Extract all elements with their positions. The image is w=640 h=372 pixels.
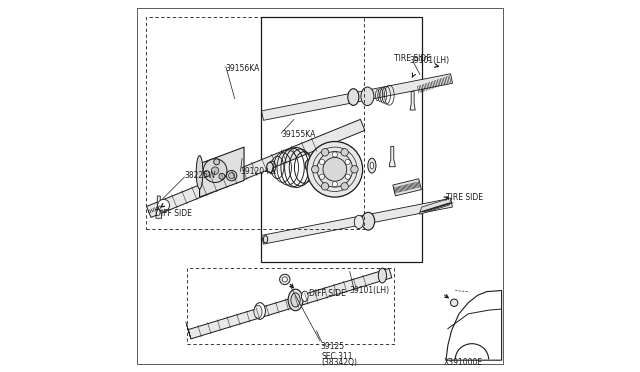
Polygon shape <box>262 198 452 244</box>
Circle shape <box>323 157 347 181</box>
Text: 38225W: 38225W <box>184 171 216 180</box>
Ellipse shape <box>288 289 303 311</box>
Circle shape <box>317 151 353 187</box>
Ellipse shape <box>370 162 374 169</box>
Text: DIFF SIDE: DIFF SIDE <box>309 289 346 298</box>
Circle shape <box>321 183 329 190</box>
Text: 39101(LH): 39101(LH) <box>409 56 449 65</box>
Circle shape <box>282 277 287 282</box>
Polygon shape <box>419 198 451 214</box>
Ellipse shape <box>355 215 364 229</box>
Circle shape <box>211 167 219 174</box>
Circle shape <box>280 274 290 285</box>
Circle shape <box>312 166 319 173</box>
Circle shape <box>332 182 337 187</box>
Circle shape <box>228 173 234 179</box>
Polygon shape <box>200 147 244 197</box>
Ellipse shape <box>254 303 266 319</box>
Polygon shape <box>389 146 396 167</box>
Text: TIRE SIDE: TIRE SIDE <box>446 193 483 202</box>
Circle shape <box>321 148 329 156</box>
Ellipse shape <box>301 291 308 301</box>
Ellipse shape <box>361 87 374 106</box>
Ellipse shape <box>254 305 262 318</box>
Text: SEC.311: SEC.311 <box>321 352 353 361</box>
Circle shape <box>157 199 170 211</box>
Text: TIRE SIDE: TIRE SIDE <box>394 54 431 63</box>
Circle shape <box>451 299 458 307</box>
Text: 39156KA: 39156KA <box>225 64 260 73</box>
Circle shape <box>332 152 337 157</box>
Polygon shape <box>410 92 415 110</box>
Circle shape <box>341 148 348 156</box>
Text: 39101(LH): 39101(LH) <box>349 286 390 295</box>
Ellipse shape <box>263 235 268 243</box>
Ellipse shape <box>196 155 203 189</box>
Circle shape <box>351 166 358 173</box>
Circle shape <box>219 173 225 179</box>
Ellipse shape <box>362 212 374 230</box>
Circle shape <box>345 174 350 179</box>
Ellipse shape <box>348 89 359 105</box>
Text: X391000E: X391000E <box>444 357 483 366</box>
Circle shape <box>345 159 350 164</box>
Text: (38342Q): (38342Q) <box>321 357 357 366</box>
Circle shape <box>204 171 210 177</box>
Text: DIFF SIDE: DIFF SIDE <box>155 209 192 218</box>
Polygon shape <box>446 291 502 360</box>
Circle shape <box>307 141 363 197</box>
Circle shape <box>227 170 237 181</box>
Polygon shape <box>188 269 392 339</box>
Text: 39125: 39125 <box>320 342 344 351</box>
Circle shape <box>214 159 220 165</box>
Ellipse shape <box>378 268 387 283</box>
Circle shape <box>204 159 227 183</box>
Circle shape <box>319 159 324 164</box>
Polygon shape <box>393 179 421 196</box>
Polygon shape <box>147 119 365 218</box>
Bar <box>260 17 422 262</box>
Ellipse shape <box>368 158 376 173</box>
Ellipse shape <box>291 293 300 307</box>
Polygon shape <box>156 196 162 218</box>
Ellipse shape <box>305 160 312 171</box>
Polygon shape <box>262 74 452 120</box>
Text: 39120+A: 39120+A <box>240 167 276 176</box>
Ellipse shape <box>267 162 273 173</box>
Text: 39155KA: 39155KA <box>281 129 316 139</box>
Circle shape <box>319 174 324 179</box>
Circle shape <box>341 183 348 190</box>
